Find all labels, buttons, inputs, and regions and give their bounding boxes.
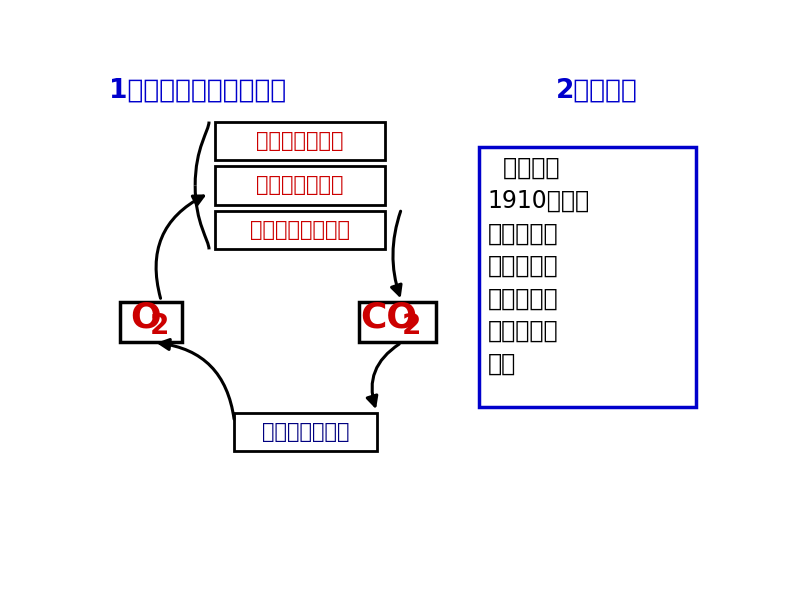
Text: CO: CO (360, 301, 417, 335)
Text: 微生物的氧化分解: 微生物的氧化分解 (250, 220, 350, 240)
Bar (479, 147, 696, 407)
Bar (215, 166, 384, 205)
Text: 2: 2 (402, 312, 422, 340)
Bar (215, 211, 384, 249)
Text: 1、自然界中氧循环途径: 1、自然界中氧循环途径 (109, 77, 286, 104)
Bar (121, 302, 182, 342)
Text: 科学家自
1910年开始
测定大气中
的氧的含量
以来，至今
几乎没有变
化。: 科学家自 1910年开始 测定大气中 的氧的含量 以来，至今 几乎没有变 化。 (488, 156, 590, 375)
Text: 化石燃料的燃烧: 化石燃料的燃烧 (256, 175, 344, 195)
Text: 2: 2 (149, 312, 168, 340)
Text: 植物的光合作用: 植物的光合作用 (261, 422, 349, 442)
Bar (215, 122, 384, 160)
Bar (359, 302, 436, 342)
Text: 2、氧循环: 2、氧循环 (556, 77, 638, 104)
Bar (234, 412, 376, 451)
Text: O: O (129, 301, 160, 335)
Text: 生物的呼吸作用: 生物的呼吸作用 (256, 131, 344, 151)
